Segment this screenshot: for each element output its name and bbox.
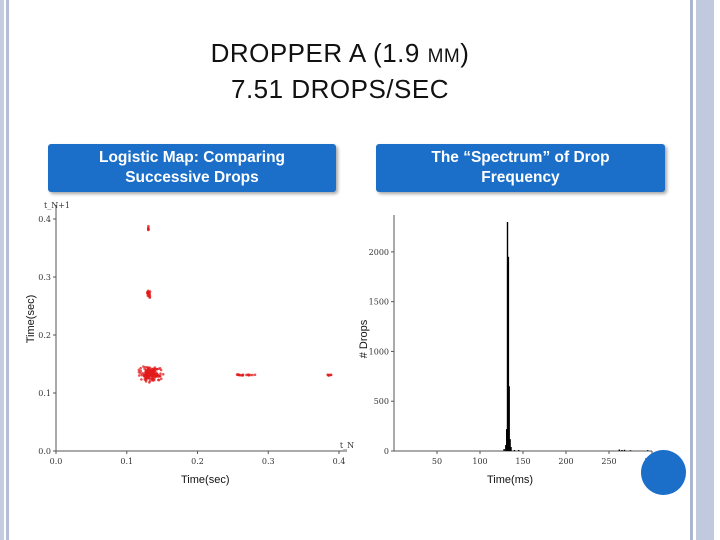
scatter-point (239, 374, 242, 377)
histogram-y-tick-label: 0 (384, 447, 389, 456)
slide-frame-right (686, 0, 720, 540)
scatter-point (140, 373, 144, 377)
scatter-x-tick-label: 0.3 (262, 457, 275, 466)
scatter-point (144, 378, 147, 382)
scatter-point (327, 374, 331, 377)
scatter-point (253, 373, 257, 377)
histogram-bar (509, 439, 511, 451)
histogram-bar (629, 450, 632, 451)
scatter-y-tick-label: 0.2 (38, 331, 51, 340)
scatter-point (251, 373, 254, 377)
scatter-point (137, 374, 141, 377)
histogram-bar (505, 445, 507, 451)
scatter-y-axis-name: t_N+1 (44, 201, 70, 210)
histogram-ylabel: # Drops (358, 319, 370, 359)
scatter-point (241, 374, 244, 377)
title-unit: MM (427, 46, 461, 67)
histogram-bar (621, 450, 623, 451)
histogram-x-tick-label: 200 (558, 457, 573, 466)
scatter-point (249, 373, 252, 377)
histogram-header-box: The “Spectrum” of Drop Frequency (376, 144, 665, 192)
scatter-point (150, 372, 154, 375)
scatter-y-tick-label: 0.1 (38, 389, 51, 398)
scatter-point (154, 371, 158, 374)
histogram-y-tick-label: 500 (374, 397, 389, 406)
histogram-bar (507, 256, 510, 451)
scatter-point (137, 368, 141, 372)
scatter-point (159, 372, 162, 376)
scatter-y-tick-label: 0.3 (38, 273, 51, 282)
scatter-point (246, 373, 250, 377)
histogram-bar (618, 449, 620, 451)
scatter-point (146, 367, 150, 371)
histogram-header-line2: Frequency (481, 169, 560, 186)
scatter-point (329, 373, 333, 377)
histogram-bar (506, 222, 509, 451)
scatter-x-tick-label: 0.2 (191, 457, 204, 466)
scatter-y-tick-label: 0.4 (38, 215, 51, 224)
scatter-point (147, 227, 150, 231)
scatter-point (143, 367, 146, 371)
title-end: ) (460, 38, 470, 68)
histogram-y-tick-label: 1000 (369, 347, 389, 356)
scatter-x-axis-name: t_N (340, 441, 354, 450)
scatter-point (161, 373, 165, 376)
scatter-point (151, 377, 154, 381)
scatter-x-tick-label: 0.0 (50, 457, 63, 466)
scatter-ylabel: Time(sec) (25, 294, 37, 344)
scatter-point (143, 374, 146, 378)
slide-title-line2: 7.51 DROPS/SEC (231, 74, 449, 104)
histogram-x-tick-label: 100 (472, 457, 487, 466)
histogram-bar (503, 449, 505, 451)
scatter-point (160, 377, 163, 381)
scatter-point (147, 377, 151, 380)
scatter-x-tick-label: 0.1 (120, 457, 133, 466)
scatter-y-tick-label: 0.0 (38, 447, 51, 456)
histogram-bar (513, 450, 516, 451)
histogram-bar (506, 429, 508, 451)
scatter-point (144, 369, 148, 373)
scatter-point (146, 294, 150, 298)
histogram-x-tick-label: 50 (432, 457, 442, 466)
scatter-point (139, 366, 142, 370)
scatter-point (140, 378, 143, 381)
slide-frame-left (0, 0, 12, 540)
histogram-xlabel: Time(ms) (487, 474, 534, 486)
histogram-y-tick-label: 2000 (369, 248, 389, 257)
slide-title-line1: DROPPER A (1.9 MM) (0, 38, 680, 69)
scatter-point (157, 378, 160, 382)
scatter-point (142, 365, 145, 368)
title-main: DROPPER A (1.9 (210, 38, 428, 68)
scatter-header-line1: Logistic Map: Comparing (99, 149, 285, 166)
histogram-y-tick-label: 1500 (369, 298, 389, 307)
scatter-point (155, 367, 159, 371)
scatter-point (147, 224, 150, 228)
histogram-x-tick-label: 150 (515, 457, 530, 466)
histogram-bar (518, 450, 520, 451)
scatter-point (148, 296, 151, 299)
scatter-header-box: Logistic Map: Comparing Successive Drops (48, 144, 336, 192)
histogram-header-line1: The “Spectrum” of Drop (431, 149, 610, 166)
scatter-point (148, 381, 151, 384)
histogram-x-tick-label: 250 (601, 457, 616, 466)
histogram-bar (647, 450, 649, 451)
scatter-x-tick-label: 0.4 (333, 457, 346, 466)
scatter-point (156, 373, 159, 376)
histogram-bar (510, 447, 512, 451)
histogram-bar (623, 449, 626, 451)
scatter-point (156, 375, 160, 378)
scatter-point (147, 374, 150, 378)
scatter-point (146, 371, 150, 374)
scatter-header-line2: Successive Drops (125, 169, 259, 186)
scatter-point (158, 367, 162, 370)
scatter-point (147, 290, 151, 294)
scatter-point (139, 369, 143, 373)
scatter-point (137, 370, 141, 374)
decorative-circle (641, 450, 686, 495)
scatter-point (235, 373, 239, 376)
scatter-xlabel: Time(sec) (181, 474, 230, 486)
histogram-bar (508, 386, 510, 451)
scatter-point (159, 374, 162, 378)
